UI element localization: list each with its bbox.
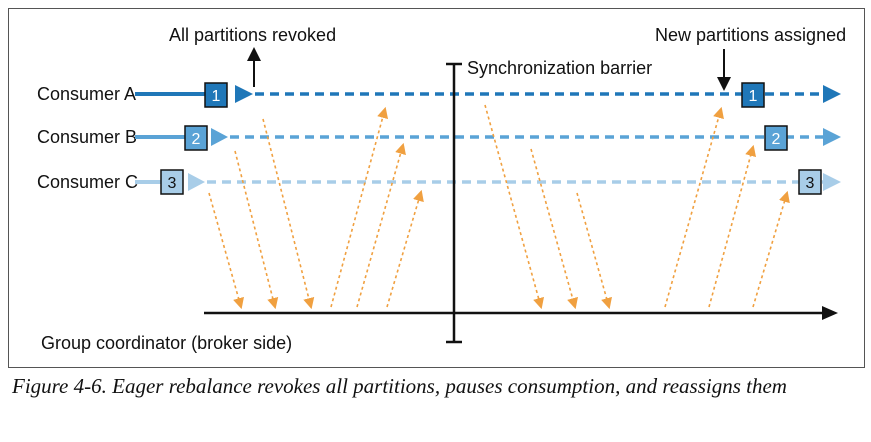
partition-1-box xyxy=(204,82,228,108)
partition-2-label-new: 2 xyxy=(772,131,781,148)
partition-3-label-new: 3 xyxy=(806,175,815,192)
partition-3-label: 3 xyxy=(168,175,177,192)
partitions-assigned-label: New partitions assigned xyxy=(655,25,846,45)
messages-join-group xyxy=(484,104,612,310)
group-coordinator-axis: Group coordinator (broker side) xyxy=(41,306,838,353)
messages-assign xyxy=(664,106,790,308)
consumer-c-timeline: Consumer C 3 3 xyxy=(37,169,841,195)
partition-2-box-new xyxy=(764,125,788,151)
partitions-revoked-label: All partitions revoked xyxy=(169,25,336,45)
synchronization-barrier: Synchronization barrier xyxy=(446,58,652,344)
consumer-a-label: Consumer A xyxy=(37,84,136,104)
partition-2-label: 2 xyxy=(192,131,201,148)
consumer-c-label: Consumer C xyxy=(37,172,138,192)
partition-3-box-new xyxy=(798,169,822,195)
figure-panel: Consumer A 1 1 Consumer B 2 2 Consumer C xyxy=(8,8,865,368)
messages-leave-group xyxy=(208,118,315,310)
consumer-a-timeline: Consumer A 1 1 xyxy=(37,82,841,108)
barrier-label: Synchronization barrier xyxy=(467,58,652,78)
consumer-b-label: Consumer B xyxy=(37,127,137,147)
figure-caption: Figure 4-6. Eager rebalance revokes all … xyxy=(12,374,787,398)
messages-revoke-ack xyxy=(330,106,424,308)
consumer-b-timeline: Consumer B 2 2 xyxy=(37,125,841,151)
partition-3-box xyxy=(160,169,184,195)
coordinator-label: Group coordinator (broker side) xyxy=(41,333,292,353)
assigned-down-arrow xyxy=(717,77,731,91)
partition-1-label: 1 xyxy=(212,88,221,105)
rebalance-diagram: Consumer A 1 1 Consumer B 2 2 Consumer C xyxy=(37,25,846,353)
partition-1-label-new: 1 xyxy=(749,88,758,105)
partition-2-box xyxy=(184,125,208,151)
partition-1-box-new xyxy=(741,82,765,108)
revoked-up-arrow xyxy=(247,47,261,61)
